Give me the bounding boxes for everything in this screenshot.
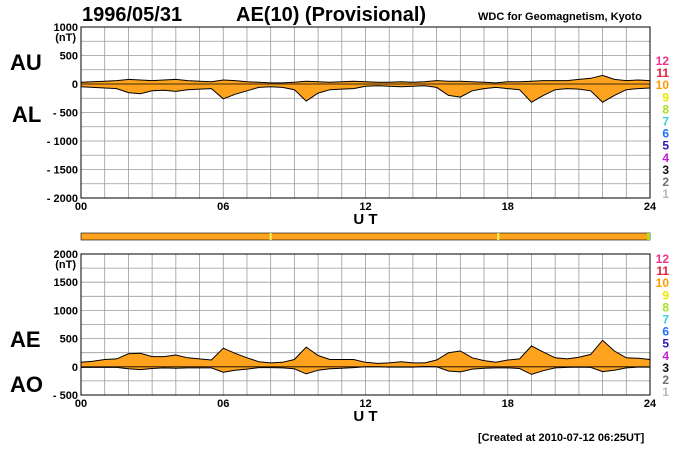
status-marker [497,233,500,240]
ae-ao-series-upper-line [80,339,651,364]
station-legend-item: 9 [662,90,669,104]
y-tick-label: - 500 [53,108,78,120]
y-tick-label: - 1500 [47,165,78,177]
status-marker [269,233,272,240]
au-al-series-lower-line [80,85,651,103]
ae-ao-series-lower-line [81,365,650,375]
station-legend-item: 10 [656,78,670,92]
status-end-marker [647,233,650,240]
x-tick-label: 00 [75,398,87,410]
ae-label: AE [10,327,41,352]
x-tick-label: 00 [75,201,87,213]
date-title: 1996/05/31 [82,4,183,26]
station-legend-item: 12 [656,252,670,266]
x-tick-label: 18 [502,398,514,410]
ae-ao-y-ticks: 2000 1500 1000 500 0 - 500 [53,249,78,402]
x-tick-label: 18 [502,201,514,213]
au-al-panel: 1000 500 0 - 500 - 1000 - 1500 - 2000 00 06 12 18… [47,22,657,228]
au-label: AU [10,50,42,75]
ae-ao-lines [80,339,651,375]
station-legend-item: 8 [662,102,669,116]
status-bar-fill [80,232,651,241]
station-legend-item: 4 [662,151,669,165]
au-al-y-ticks: 1000 500 0 - 500 - 1000 - 1500 - 2000 [47,22,78,205]
station-legend-item: 4 [662,349,669,363]
au-al-lines [80,74,651,103]
au-al-x-axis-label: U T [353,211,377,228]
station-legend-item: 6 [662,127,669,141]
au-al-frame [80,26,651,199]
y-tick-label: 0 [72,79,78,91]
ae-ao-panel: 2000 1500 1000 500 0 - 500 00 06 12 18 24 (nT) U … [53,249,657,425]
ao-label: AO [10,372,43,397]
created-timestamp: [Created at 2010-07-12 06:25UT] [478,432,645,444]
station-legend-item: 11 [656,264,669,278]
y-tick-label: 500 [60,51,78,63]
station-legend-item: 5 [662,139,669,153]
station-legend-item: 1 [662,187,669,201]
y-tick-label: 500 [60,334,78,346]
ae-ao-y-axis-label: (nT) [55,259,76,271]
y-tick-label: - 500 [53,390,78,402]
al-label: AL [12,102,42,127]
station-legend-item: 11 [656,66,669,80]
station-legend-item: 12 [656,54,670,68]
y-tick-label: - 2000 [47,193,78,205]
station-legend-item: 7 [662,313,669,327]
ae-ao-frame [80,253,651,396]
station-legend-item: 7 [662,115,669,129]
x-tick-label: 12 [359,398,371,410]
y-tick-label: 1000 [54,22,78,34]
station-legend-item: 6 [662,325,669,339]
y-tick-label: 2000 [54,249,78,261]
x-tick-label: 06 [217,398,229,410]
station-legend-item: 2 [662,175,669,189]
station-legend-item: 1 [662,385,669,399]
station-legend-item: 9 [662,288,669,302]
ae-ao-x-axis-label: U T [353,408,377,425]
station-legend-item: 8 [662,300,669,314]
au-al-series-upper-line [80,74,651,84]
ae-ao-grid [81,254,650,395]
station-legend-item: 2 [662,373,669,387]
ae-ao-x-ticks: 00 06 12 18 24 [75,398,657,410]
y-tick-label: 1500 [54,277,78,289]
index-title: AE(10) (Provisional) [236,4,427,26]
y-tick-label: 0 [72,362,78,374]
x-tick-label: 24 [644,201,657,213]
station-status-bar [80,232,651,241]
x-tick-label: 12 [359,201,371,213]
station-legend-item: 3 [662,361,669,375]
station-legend-item: 5 [662,337,669,351]
y-tick-label: 1000 [54,305,78,317]
x-tick-label: 06 [217,201,229,213]
station-legend-item: 3 [662,163,669,177]
au-al-x-ticks: 00 06 12 18 24 [75,201,657,213]
au-al-grid [81,27,650,198]
y-tick-label: - 1000 [47,136,78,148]
x-tick-label: 24 [644,398,657,410]
organization-label: WDC for Geomagnetism, Kyoto [478,11,642,23]
station-legend-item: 10 [656,276,670,290]
au-al-y-axis-label: (nT) [55,32,76,44]
